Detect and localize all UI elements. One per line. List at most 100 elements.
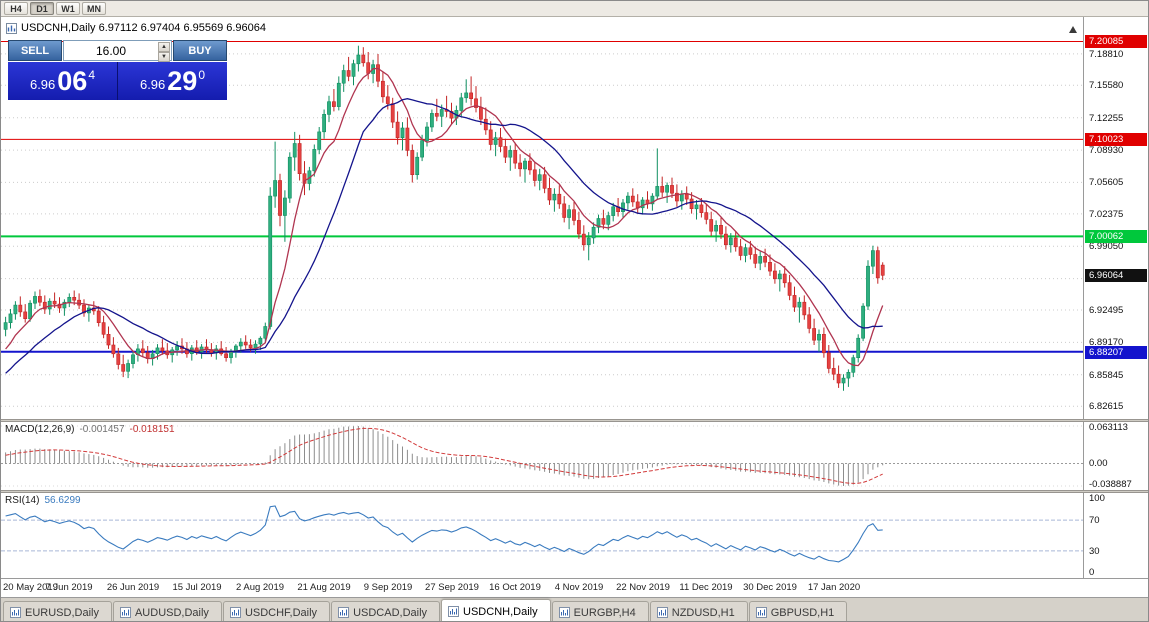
timeframe-button-d1[interactable]: D1 [30, 2, 54, 15]
date-label: 27 Sep 2019 [425, 582, 479, 593]
hline-price-label: 6.88207 [1085, 346, 1147, 359]
macd-main-value: -0.001457 [79, 424, 125, 435]
date-label: 2 Aug 2019 [235, 582, 285, 593]
time-axis[interactable]: 20 May 2019 7 Jun 2019 26 Jun 2019 15 Jul 2… [1, 578, 1148, 597]
price-tick: 6.99050 [1089, 241, 1124, 252]
date-label: 17 Jan 2020 [807, 582, 861, 593]
buy-price-pips: 29 [167, 65, 198, 96]
volume-decrease-button[interactable]: ▼ [158, 52, 170, 62]
mini-chart-icon [656, 607, 668, 618]
tab-label: USDCAD,Daily [353, 606, 428, 619]
hline-price-label: 7.10023 [1085, 133, 1147, 146]
macd-axis-value: 0.063113 [1089, 422, 1128, 433]
volume-spinner: ▲ ▼ [158, 42, 170, 62]
one-click-trading-panel: SELL ▲ ▼ BUY 6.96 06 4 [8, 40, 227, 100]
tab-nzdusd-h1[interactable]: NZDUSD,H1 [649, 601, 748, 621]
date-label: 11 Dec 2019 [679, 582, 733, 593]
macd-axis-value: 0.00 [1089, 458, 1108, 469]
rsi-axis-value: 100 [1089, 493, 1105, 504]
tab-label: EURGBP,H4 [573, 606, 636, 619]
volume-increase-button[interactable]: ▲ [158, 42, 170, 52]
macd-label: MACD(12,26,9) -0.001457 -0.018151 [5, 424, 175, 435]
date-label: 20 May 2019 [3, 582, 58, 593]
price-tick: 7.15580 [1089, 80, 1124, 91]
rsi-axis-value: 0 [1089, 567, 1095, 578]
date-label: 7 Jun 2019 [45, 582, 93, 593]
chart-title: USDCNH,Daily 6.97112 6.97404 6.95569 6.9… [6, 22, 266, 34]
timeframe-button-h4[interactable]: H4 [4, 2, 28, 15]
volume-input[interactable] [64, 41, 171, 60]
sell-price-pips: 06 [57, 65, 88, 96]
date-label: 16 Oct 2019 [489, 582, 541, 593]
rsi-axis-value: 70 [1089, 515, 1100, 526]
rsi-plot[interactable]: RSI(14) 56.6299 [1, 493, 1084, 578]
date-label: 15 Jul 2019 [172, 582, 222, 593]
mini-chart-icon [10, 607, 21, 618]
price-axis[interactable]: 7.18810 7.15580 7.12255 7.08930 7.05605 7.023… [1085, 17, 1148, 419]
tab-label: AUDUSD,Daily [134, 606, 209, 619]
sell-price-base: 6.96 [29, 77, 56, 92]
hline-price-label: 7.00062 [1085, 230, 1147, 243]
macd-name: MACD(12,26,9) [5, 424, 75, 435]
hline-price-label: 7.20085 [1085, 35, 1147, 48]
tab-label: GBPUSD,H1 [770, 606, 835, 619]
date-label: 9 Sep 2019 [363, 582, 413, 593]
date-label: 21 Aug 2019 [297, 582, 351, 593]
mini-chart-icon [755, 607, 767, 618]
buy-button[interactable]: BUY [173, 40, 227, 61]
tab-label: NZDUSD,H1 [671, 606, 735, 619]
rsi-label: RSI(14) 56.6299 [5, 495, 81, 506]
timeframe-button-w1[interactable]: W1 [56, 2, 80, 15]
rsi-chart[interactable] [1, 493, 1084, 578]
timeframe-button-mn[interactable]: MN [82, 2, 106, 15]
buy-price-display[interactable]: 6.96 29 0 [118, 62, 227, 100]
sell-button[interactable]: SELL [8, 40, 62, 61]
mini-chart-icon [558, 607, 570, 618]
mini-chart-icon [119, 607, 131, 618]
macd-axis: 0.063113 0.00 -0.038887 [1085, 422, 1148, 490]
macd-axis-value: -0.038887 [1089, 479, 1132, 490]
rsi-value: 56.6299 [44, 495, 81, 506]
tab-label: USDCNH,Daily [463, 605, 538, 618]
trade-panel-prices: 6.96 06 4 6.96 29 0 [8, 62, 227, 100]
tab-gbpusd-h1[interactable]: GBPUSD,H1 [748, 601, 848, 621]
macd-region: MACD(12,26,9) -0.001457 -0.018151 0.063113… [1, 422, 1148, 490]
main-plot[interactable]: USDCNH,Daily 6.97112 6.97404 6.95569 6.9… [1, 17, 1084, 419]
chart-shift-marker-icon [1069, 26, 1077, 33]
window-splitter-rsi[interactable] [1, 490, 1148, 493]
main-chart-region: USDCNH,Daily 6.97112 6.97404 6.95569 6.9… [1, 17, 1148, 419]
tab-eurgbp-h4[interactable]: EURGBP,H4 [551, 601, 649, 621]
price-tick: 7.05605 [1089, 177, 1124, 188]
price-tick: 6.85845 [1089, 370, 1124, 381]
tab-audusd-daily[interactable]: AUDUSD,Daily [112, 601, 222, 621]
macd-plot[interactable]: MACD(12,26,9) -0.001457 -0.018151 [1, 422, 1084, 490]
candlestick-chart[interactable] [1, 17, 1084, 419]
mini-chart-icon [448, 606, 460, 617]
rsi-axis-value: 30 [1089, 546, 1100, 557]
mini-chart-icon [338, 607, 350, 618]
tab-eurusd-daily[interactable]: EURUSD,Daily [3, 601, 112, 621]
rsi-region: RSI(14) 56.6299 100 70 30 0 [1, 493, 1148, 578]
price-tick: 6.82615 [1089, 401, 1124, 412]
tab-usdcad-daily[interactable]: USDCAD,Daily [331, 601, 441, 621]
price-tick: 7.12255 [1089, 113, 1124, 124]
volume-field: ▲ ▼ [63, 40, 172, 62]
tab-label: USDCHF,Daily [244, 606, 318, 619]
sell-price-point: 4 [88, 67, 96, 82]
price-tick: 7.08930 [1089, 145, 1124, 156]
buy-price-point: 0 [198, 67, 206, 82]
window-splitter-macd[interactable] [1, 419, 1148, 422]
tab-usdchf-daily[interactable]: USDCHF,Daily [222, 601, 331, 621]
tab-label: EURUSD,Daily [25, 606, 99, 619]
sell-price-display[interactable]: 6.96 06 4 [8, 62, 117, 100]
chart-tabs: EURUSD,Daily AUDUSD,Daily USDCHF,Daily USDC… [1, 597, 1148, 621]
tab-usdcnh-daily[interactable]: USDCNH,Daily [441, 599, 551, 621]
date-label: 22 Nov 2019 [616, 582, 670, 593]
rsi-axis: 100 70 30 0 [1085, 493, 1148, 578]
timeframe-toolbar: H4 D1 W1 MN [1, 1, 1148, 17]
buy-price-base: 6.96 [139, 77, 166, 92]
price-tick: 7.18810 [1089, 49, 1124, 60]
trade-panel-controls: SELL ▲ ▼ BUY [8, 40, 227, 62]
macd-chart[interactable] [1, 422, 1084, 490]
